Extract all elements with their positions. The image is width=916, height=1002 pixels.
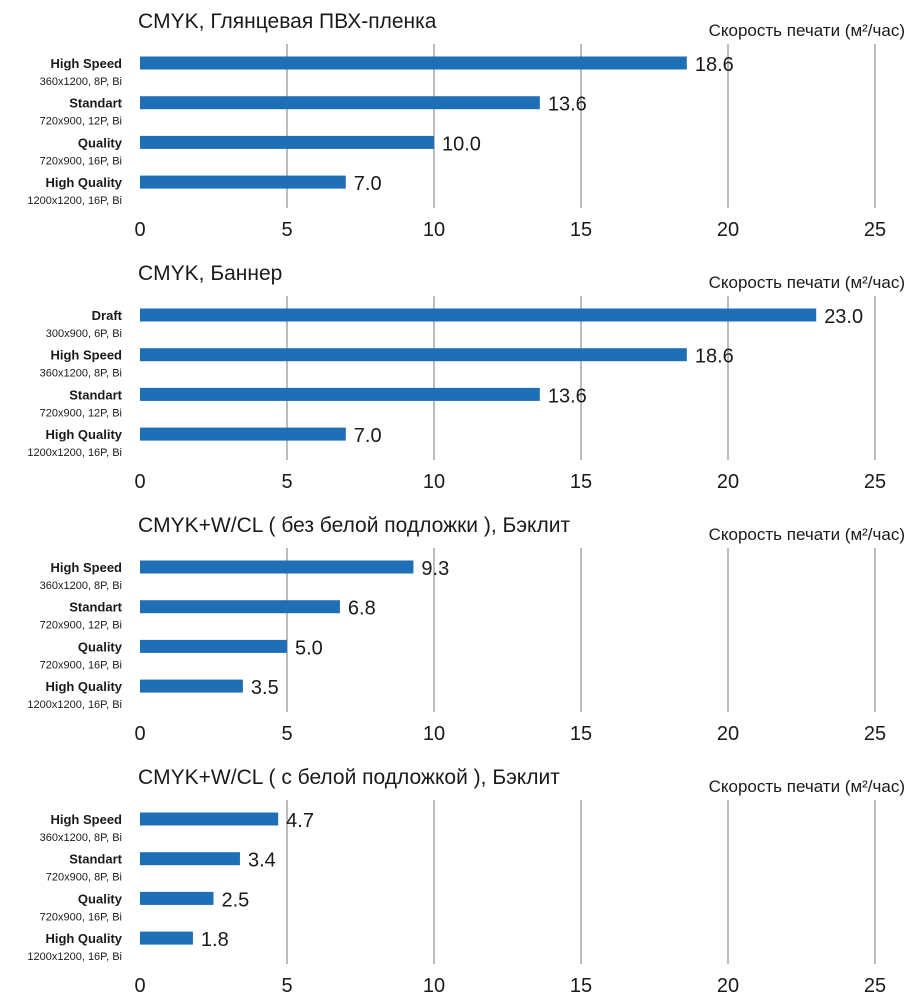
value-label: 6.8 [348, 598, 376, 620]
axis-label: Скорость печати (м²/час) [709, 273, 905, 292]
bar [140, 96, 540, 110]
tick-label: 0 [134, 471, 145, 493]
tick-label: 5 [281, 471, 292, 493]
category-detail: 720x900, 16P, Bi [40, 659, 122, 671]
category-label: Standart [69, 387, 122, 402]
bar [140, 387, 540, 401]
bar [140, 348, 687, 362]
chart-title: CMYK+W/CL ( без белой подложки ), Бэклит [138, 514, 570, 537]
value-label: 7.0 [354, 173, 382, 195]
tick-label: 5 [281, 723, 292, 745]
tick-label: 10 [423, 219, 445, 241]
category-detail: 1200x1200, 16P, Bi [27, 951, 122, 963]
bar [140, 135, 434, 149]
axis-label: Скорость печати (м²/час) [709, 21, 905, 40]
value-label: 18.6 [695, 54, 734, 76]
tick-label: 0 [134, 219, 145, 241]
tick-label: 10 [423, 975, 445, 997]
category-detail: 720x900, 12P, Bi [40, 407, 122, 419]
category-detail: 300x900, 6P, Bi [46, 328, 122, 340]
category-label: High Quality [45, 931, 122, 946]
chart-title: CMYK, Баннер [138, 262, 282, 285]
tick-label: 25 [864, 723, 886, 745]
bar [140, 931, 193, 945]
axis-label: Скорость печати (м²/час) [709, 525, 905, 544]
bar [140, 852, 240, 866]
value-label: 2.5 [222, 889, 250, 911]
bar [140, 812, 279, 826]
category-detail: 1200x1200, 16P, Bi [27, 699, 122, 711]
bar [140, 175, 346, 189]
category-detail: 1200x1200, 16P, Bi [27, 195, 122, 207]
value-label: 5.0 [295, 637, 323, 659]
bar [140, 600, 340, 614]
value-label: 13.6 [548, 94, 587, 116]
bar [140, 427, 346, 441]
category-detail: 720x900, 8P, Bi [46, 872, 122, 884]
category-label: High Speed [50, 56, 122, 71]
category-label: Quality [78, 135, 123, 150]
category-detail: 720x900, 12P, Bi [40, 116, 122, 128]
bar [140, 56, 687, 70]
category-label: High Quality [45, 679, 122, 694]
category-detail: 720x900, 12P, Bi [40, 620, 122, 632]
value-label: 3.4 [248, 850, 276, 872]
tick-label: 5 [281, 975, 292, 997]
tick-label: 25 [864, 219, 886, 241]
category-label: Standart [69, 600, 122, 615]
bar [140, 639, 287, 653]
category-label: High Speed [50, 560, 122, 575]
tick-label: 0 [134, 975, 145, 997]
category-label: High Quality [45, 427, 122, 442]
category-detail: 360x1200, 8P, Bi [40, 832, 122, 844]
tick-label: 0 [134, 723, 145, 745]
category-label: Draft [92, 308, 123, 323]
value-label: 10.0 [442, 133, 481, 155]
value-label: 1.8 [201, 929, 229, 951]
tick-label: 5 [281, 219, 292, 241]
category-detail: 1200x1200, 16P, Bi [27, 447, 122, 459]
bar [140, 560, 414, 574]
value-label: 9.3 [421, 558, 449, 580]
tick-label: 10 [423, 723, 445, 745]
tick-label: 20 [717, 219, 739, 241]
value-label: 3.5 [251, 677, 279, 699]
tick-label: 25 [864, 471, 886, 493]
category-detail: 720x900, 16P, Bi [40, 155, 122, 167]
tick-label: 25 [864, 975, 886, 997]
category-detail: 360x1200, 8P, Bi [40, 368, 122, 380]
tick-label: 20 [717, 723, 739, 745]
category-label: Standart [69, 96, 122, 111]
tick-label: 15 [570, 219, 592, 241]
category-label: High Speed [50, 348, 122, 363]
category-detail: 360x1200, 8P, Bi [40, 76, 122, 88]
category-detail: 720x900, 16P, Bi [40, 911, 122, 923]
tick-label: 15 [570, 723, 592, 745]
value-label: 18.6 [695, 346, 734, 368]
category-label: High Quality [45, 175, 122, 190]
category-detail: 360x1200, 8P, Bi [40, 580, 122, 592]
tick-label: 20 [717, 975, 739, 997]
axis-label: Скорость печати (м²/час) [709, 777, 905, 796]
category-label: Standart [69, 852, 122, 867]
value-label: 4.7 [286, 810, 314, 832]
bar [140, 679, 243, 693]
category-label: Quality [78, 891, 123, 906]
tick-label: 10 [423, 471, 445, 493]
value-label: 23.0 [824, 306, 863, 328]
bar [140, 308, 817, 322]
tick-label: 15 [570, 975, 592, 997]
category-label: High Speed [50, 812, 122, 827]
value-label: 13.6 [548, 385, 587, 407]
value-label: 7.0 [354, 425, 382, 447]
tick-label: 15 [570, 471, 592, 493]
chart-title: CMYK+W/CL ( с белой подложкой ), Бэклит [138, 766, 560, 789]
category-label: Quality [78, 639, 123, 654]
tick-label: 20 [717, 471, 739, 493]
chart-title: CMYK, Глянцевая ПВХ-пленка [138, 10, 437, 33]
bar [140, 891, 214, 905]
